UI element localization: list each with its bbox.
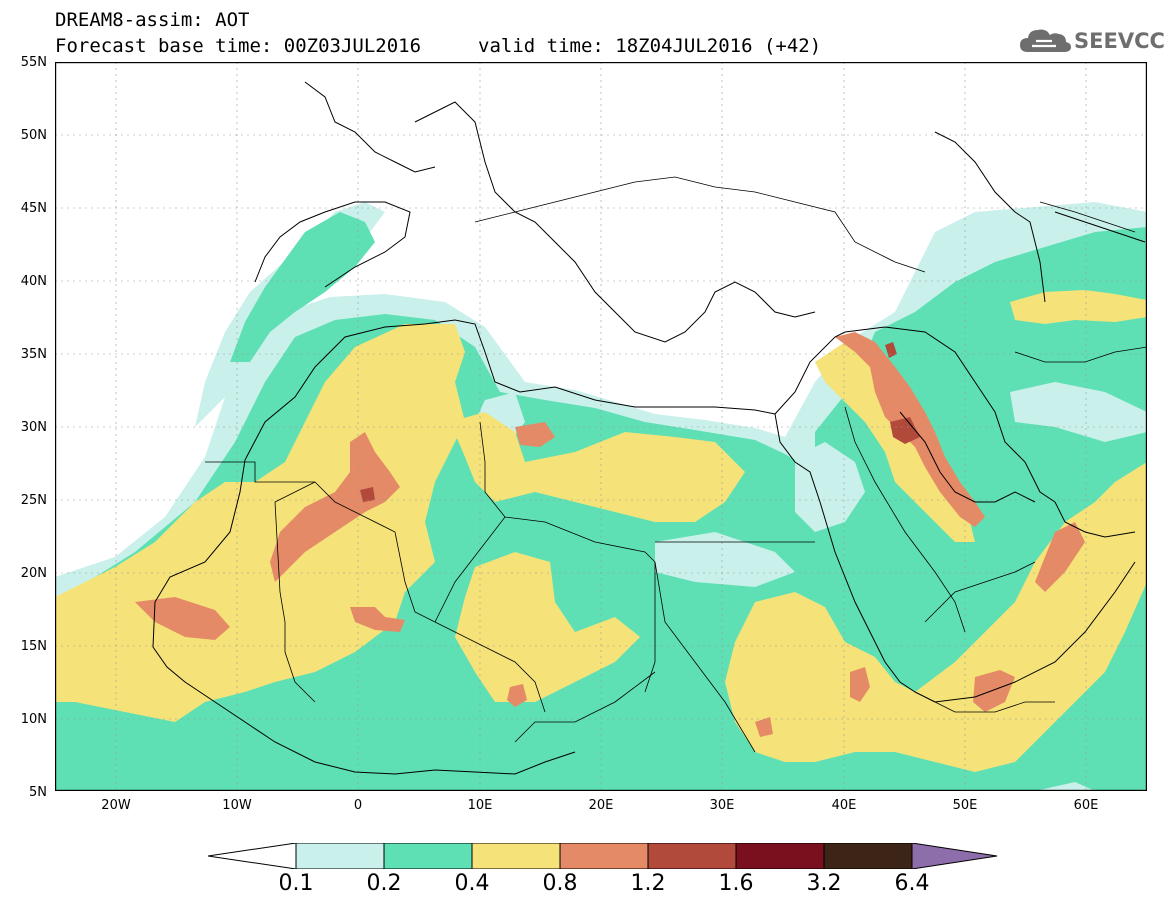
colorbar-swatch [471,843,561,869]
lat-label: 55N [20,55,47,70]
lat-label: 45N [20,201,47,216]
graticule [55,62,1147,791]
lat-label: 15N [20,639,47,654]
colorbar-swatch [735,843,825,869]
colorbar-label: 0.8 [542,871,578,896]
aot-level-1.2 [360,342,920,502]
colorbar-label: 6.4 [894,871,930,896]
colorbar-swatch [383,843,473,869]
lon-label: 20W [101,798,131,813]
colorbar-label: 0.4 [454,871,490,896]
aot-map [55,62,1147,791]
lat-label: 10N [20,712,47,727]
colorbar-swatch [559,843,649,869]
colorbar-under-triangle [208,843,297,869]
lon-label: 20E [588,798,614,813]
country-borders [205,176,1147,753]
seevccc-logo: SEEVCCC [1018,24,1165,58]
logo-text: SEEVCCC [1074,29,1165,53]
colorbar-label: 1.6 [718,871,754,896]
lat-label: 35N [20,347,47,362]
lon-label: 0 [353,798,363,813]
lat-label: 40N [20,274,47,289]
colorbar-label: 1.2 [630,871,666,896]
lon-label: 10W [222,798,252,813]
colorbar-label: 3.2 [806,871,842,896]
lat-label: 25N [20,493,47,508]
lon-label: 40E [831,798,857,813]
colorbar-swatch [647,843,737,869]
forecast-base-time: Forecast base time: 00Z03JUL2016 [55,35,422,57]
lon-label: 60E [1073,798,1099,813]
colorbar-swatch [295,843,385,869]
colorbar-label: 0.1 [278,871,314,896]
colorbar [208,843,998,869]
lat-label: 50N [20,128,47,143]
lat-label: 30N [20,420,47,435]
plot-title: DREAM8-assim: AOT [55,9,250,31]
colorbar-label: 0.2 [366,871,402,896]
lon-label: 50E [952,798,978,813]
colorbar-swatch [823,843,913,869]
coastlines [152,81,1146,775]
colorbar-over-triangle [911,843,998,869]
lat-label: 5N [29,785,47,800]
cloud-icon [1020,29,1071,52]
valid-time: valid time: 18Z04JUL2016 (+42) [478,35,822,57]
lat-label: 20N [20,566,47,581]
lon-label: 30E [709,798,735,813]
lon-label: 10E [467,798,493,813]
